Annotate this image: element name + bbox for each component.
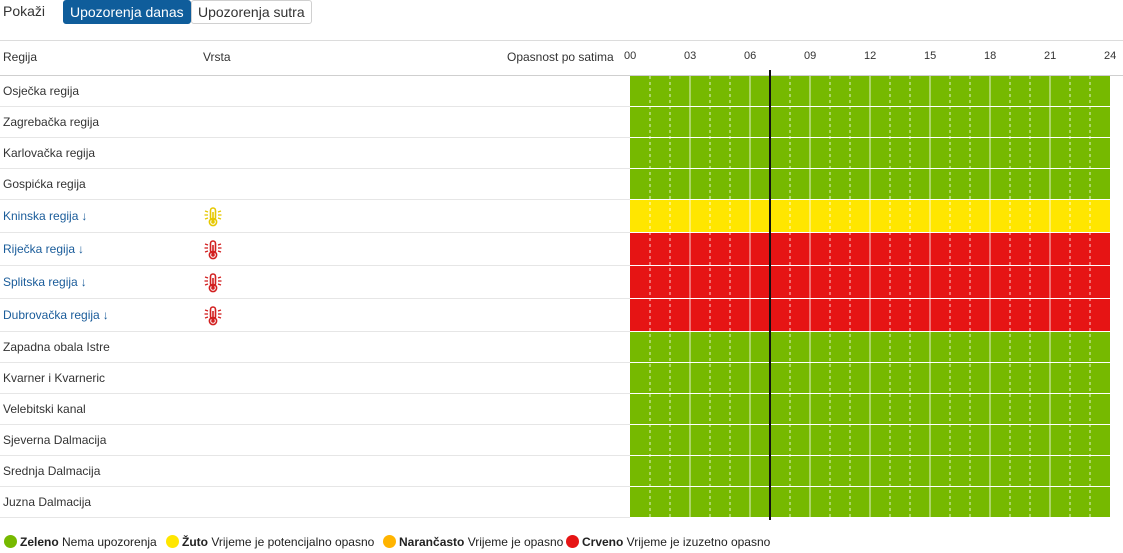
expand-arrow-icon[interactable]: ↓ bbox=[80, 275, 87, 289]
region-name[interactable]: Dubrovačka regija ↓ bbox=[3, 308, 109, 322]
region-label: Kvarner i Kvarneric bbox=[3, 371, 106, 385]
table-row: Riječka regija ↓ bbox=[0, 233, 630, 266]
legend-title: Žuto bbox=[182, 535, 208, 549]
table-row: Karlovačka regija bbox=[0, 138, 630, 169]
region-label: Riječka regija bbox=[3, 242, 76, 256]
region-label: Zapadna obala Istre bbox=[3, 340, 110, 354]
region-name[interactable]: Riječka regija ↓ bbox=[3, 242, 84, 256]
legend-item: Narančasto Vrijeme je opasno bbox=[383, 535, 563, 549]
legend-text: Nema upozorenja bbox=[58, 535, 157, 549]
legend-dot-icon bbox=[383, 535, 396, 548]
region-name: Zapadna obala Istre bbox=[3, 340, 110, 354]
table-row: Zapadna obala Istre bbox=[0, 332, 630, 363]
region-name[interactable]: Splitska regija ↓ bbox=[3, 275, 87, 289]
legend-dot-icon bbox=[4, 535, 17, 548]
expand-arrow-icon[interactable]: ↓ bbox=[78, 242, 85, 256]
column-type: Vrsta bbox=[203, 50, 231, 64]
legend-item: Crveno Vrijeme je izuzetno opasno bbox=[566, 535, 770, 549]
expand-arrow-icon[interactable]: ↓ bbox=[102, 308, 109, 322]
region-name: Kvarner i Kvarneric bbox=[3, 371, 105, 385]
table-row: Juzna Dalmacija bbox=[0, 487, 630, 518]
show-label: Pokaži bbox=[3, 3, 46, 19]
tab-warnings-tomorrow[interactable]: Upozorenja sutra bbox=[191, 0, 312, 24]
table-header: Regija Vrsta Opasnost po satima 00 03 06 09… bbox=[0, 40, 1123, 76]
table-row: Osječka regija bbox=[0, 76, 630, 107]
tab-warnings-today[interactable]: Upozorenja danas bbox=[63, 0, 191, 24]
hour-label: 15 bbox=[924, 50, 937, 62]
region-label: Splitska regija bbox=[3, 275, 78, 289]
region-name: Karlovačka regija bbox=[3, 146, 95, 160]
expand-arrow-icon[interactable]: ↓ bbox=[81, 209, 88, 223]
hour-label: 12 bbox=[864, 50, 877, 62]
hour-gridlines bbox=[649, 76, 1091, 520]
region-name: Velebitski kanal bbox=[3, 402, 86, 416]
hour-label: 00 bbox=[624, 50, 637, 62]
hour-label: 24 bbox=[1104, 50, 1117, 62]
toolbar: Pokaži Upozorenja danas Upozorenja sutra bbox=[0, 0, 1123, 26]
region-name: Gospićka regija bbox=[3, 177, 86, 191]
legend-text: Vrijeme je izuzetno opasno bbox=[623, 535, 771, 549]
region-name[interactable]: Kninska regija ↓ bbox=[3, 209, 87, 223]
region-name: Srednja Dalmacija bbox=[3, 464, 100, 478]
legend-text: Vrijeme je potencijalno opasno bbox=[208, 535, 375, 549]
region-label: Dubrovačka regija bbox=[3, 308, 100, 322]
legend-text: Vrijeme je opasno bbox=[464, 535, 564, 549]
region-name: Sjeverna Dalmacija bbox=[3, 433, 106, 447]
region-label: Kninska regija bbox=[3, 209, 79, 223]
hour-label: 21 bbox=[1044, 50, 1057, 62]
thermometer-heat-icon bbox=[202, 305, 224, 327]
legend-item: Žuto Vrijeme je potencijalno opasno bbox=[166, 535, 374, 549]
hour-label: 03 bbox=[684, 50, 697, 62]
region-name: Zagrebačka regija bbox=[3, 115, 99, 129]
legend-title: Narančasto bbox=[399, 535, 465, 549]
legend-title: Crveno bbox=[582, 535, 624, 549]
current-time-line bbox=[769, 70, 771, 520]
region-label: Sjeverna Dalmacija bbox=[3, 433, 107, 447]
legend: Zeleno Nema upozorenja Žuto Vrijeme je po… bbox=[0, 535, 1123, 553]
region-label: Karlovačka regija bbox=[3, 146, 96, 160]
region-name: Osječka regija bbox=[3, 84, 79, 98]
hour-label: 18 bbox=[984, 50, 997, 62]
table-row: Dubrovačka regija ↓ bbox=[0, 299, 630, 332]
column-hourly-danger: Opasnost po satima bbox=[507, 50, 614, 64]
legend-title: Zeleno bbox=[20, 535, 59, 549]
thermometer-heat-icon bbox=[202, 272, 224, 294]
table-row: Sjeverna Dalmacija bbox=[0, 425, 630, 456]
table-row: Velebitski kanal bbox=[0, 394, 630, 425]
table-row: Kvarner i Kvarneric bbox=[0, 363, 630, 394]
legend-dot-icon bbox=[166, 535, 179, 548]
thermometer-heat-icon bbox=[202, 239, 224, 261]
column-region: Regija bbox=[3, 50, 38, 64]
region-label: Osječka regija bbox=[3, 84, 80, 98]
hour-label: 09 bbox=[804, 50, 817, 62]
thermometer-heat-icon bbox=[202, 206, 224, 228]
region-label: Juzna Dalmacija bbox=[3, 495, 92, 509]
region-label: Srednja Dalmacija bbox=[3, 464, 101, 478]
region-label: Velebitski kanal bbox=[3, 402, 86, 416]
table-row: Gospićka regija bbox=[0, 169, 630, 200]
legend-item: Zeleno Nema upozorenja bbox=[4, 535, 157, 549]
table-row: Kninska regija ↓ bbox=[0, 200, 630, 233]
table-row: Splitska regija ↓ bbox=[0, 266, 630, 299]
region-name: Juzna Dalmacija bbox=[3, 495, 91, 509]
hour-label: 06 bbox=[744, 50, 757, 62]
region-label: Zagrebačka regija bbox=[3, 115, 100, 129]
hourly-danger-grid bbox=[630, 76, 1110, 520]
table-row: Srednja Dalmacija bbox=[0, 456, 630, 487]
legend-dot-icon bbox=[566, 535, 579, 548]
table-row: Zagrebačka regija bbox=[0, 107, 630, 138]
region-label: Gospićka regija bbox=[3, 177, 86, 191]
